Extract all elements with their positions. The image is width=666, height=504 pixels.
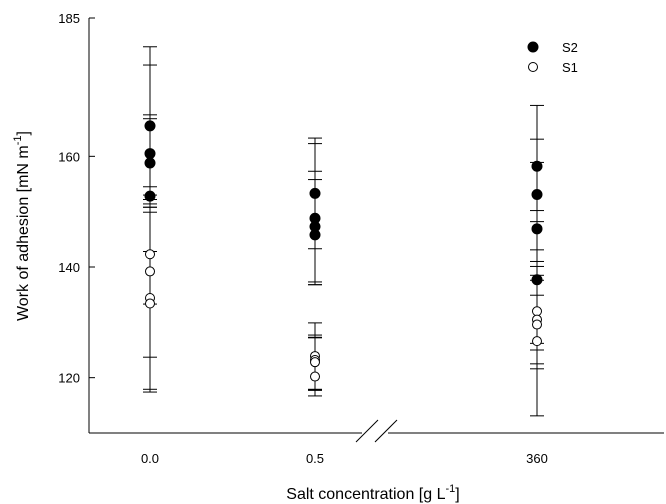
legend-marker-s2 <box>527 41 539 53</box>
data-point-s1-0 <box>145 249 155 260</box>
legend: S2 S1 <box>527 40 578 75</box>
y-tick-label-1: 140 <box>58 260 80 275</box>
y-tick-label-0: 120 <box>58 371 80 386</box>
data-point-s1-7 <box>310 371 320 382</box>
y-axis-title: Work of adhesion [mN m-1] <box>12 131 32 321</box>
legend-label-s2: S2 <box>562 40 578 55</box>
x-tick-label-0: 0.0 <box>141 451 159 466</box>
axis-break-mark-left <box>355 419 379 443</box>
x-axis-title: Salt concentration [g L-1] <box>286 483 459 503</box>
data-point-s2-4 <box>309 187 321 199</box>
y-tick-label-2: 160 <box>58 149 80 164</box>
data-point-s2-2 <box>144 157 156 169</box>
data-point-s2-8 <box>531 160 543 172</box>
data-point-s2-9 <box>531 189 543 201</box>
data-point-s2-10 <box>531 223 543 235</box>
y-tick-label-3: 185 <box>58 11 80 26</box>
x-tick-label-1: 0.5 <box>306 451 324 466</box>
legend-marker-s1 <box>528 62 538 72</box>
legend-label-s1: S1 <box>562 60 578 75</box>
data-point-s2-0 <box>144 120 156 132</box>
data-point-s2-1 <box>144 148 156 160</box>
data-point-s1-6 <box>310 357 320 368</box>
data-point-s1-11 <box>532 336 542 347</box>
axis-break-mark-right <box>374 419 398 443</box>
data-point-s2-7 <box>309 229 321 241</box>
data-point-s2-3 <box>144 190 156 202</box>
plot-area <box>143 46 544 417</box>
data-point-s1-3 <box>145 298 155 309</box>
data-point-s1-1 <box>145 266 155 277</box>
ticks: 120 140 160 185 0.0 0.5 360 <box>58 11 548 466</box>
data-point-s1-8 <box>532 306 542 317</box>
x-tick-label-2: 360 <box>526 451 548 466</box>
data-point-s1-10 <box>532 319 542 330</box>
data-point-s2-11 <box>531 274 543 286</box>
axes <box>88 18 664 443</box>
